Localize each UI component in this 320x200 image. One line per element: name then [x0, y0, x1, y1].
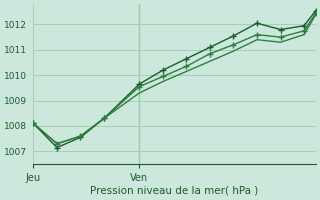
X-axis label: Pression niveau de la mer( hPa ): Pression niveau de la mer( hPa ) — [91, 186, 259, 196]
